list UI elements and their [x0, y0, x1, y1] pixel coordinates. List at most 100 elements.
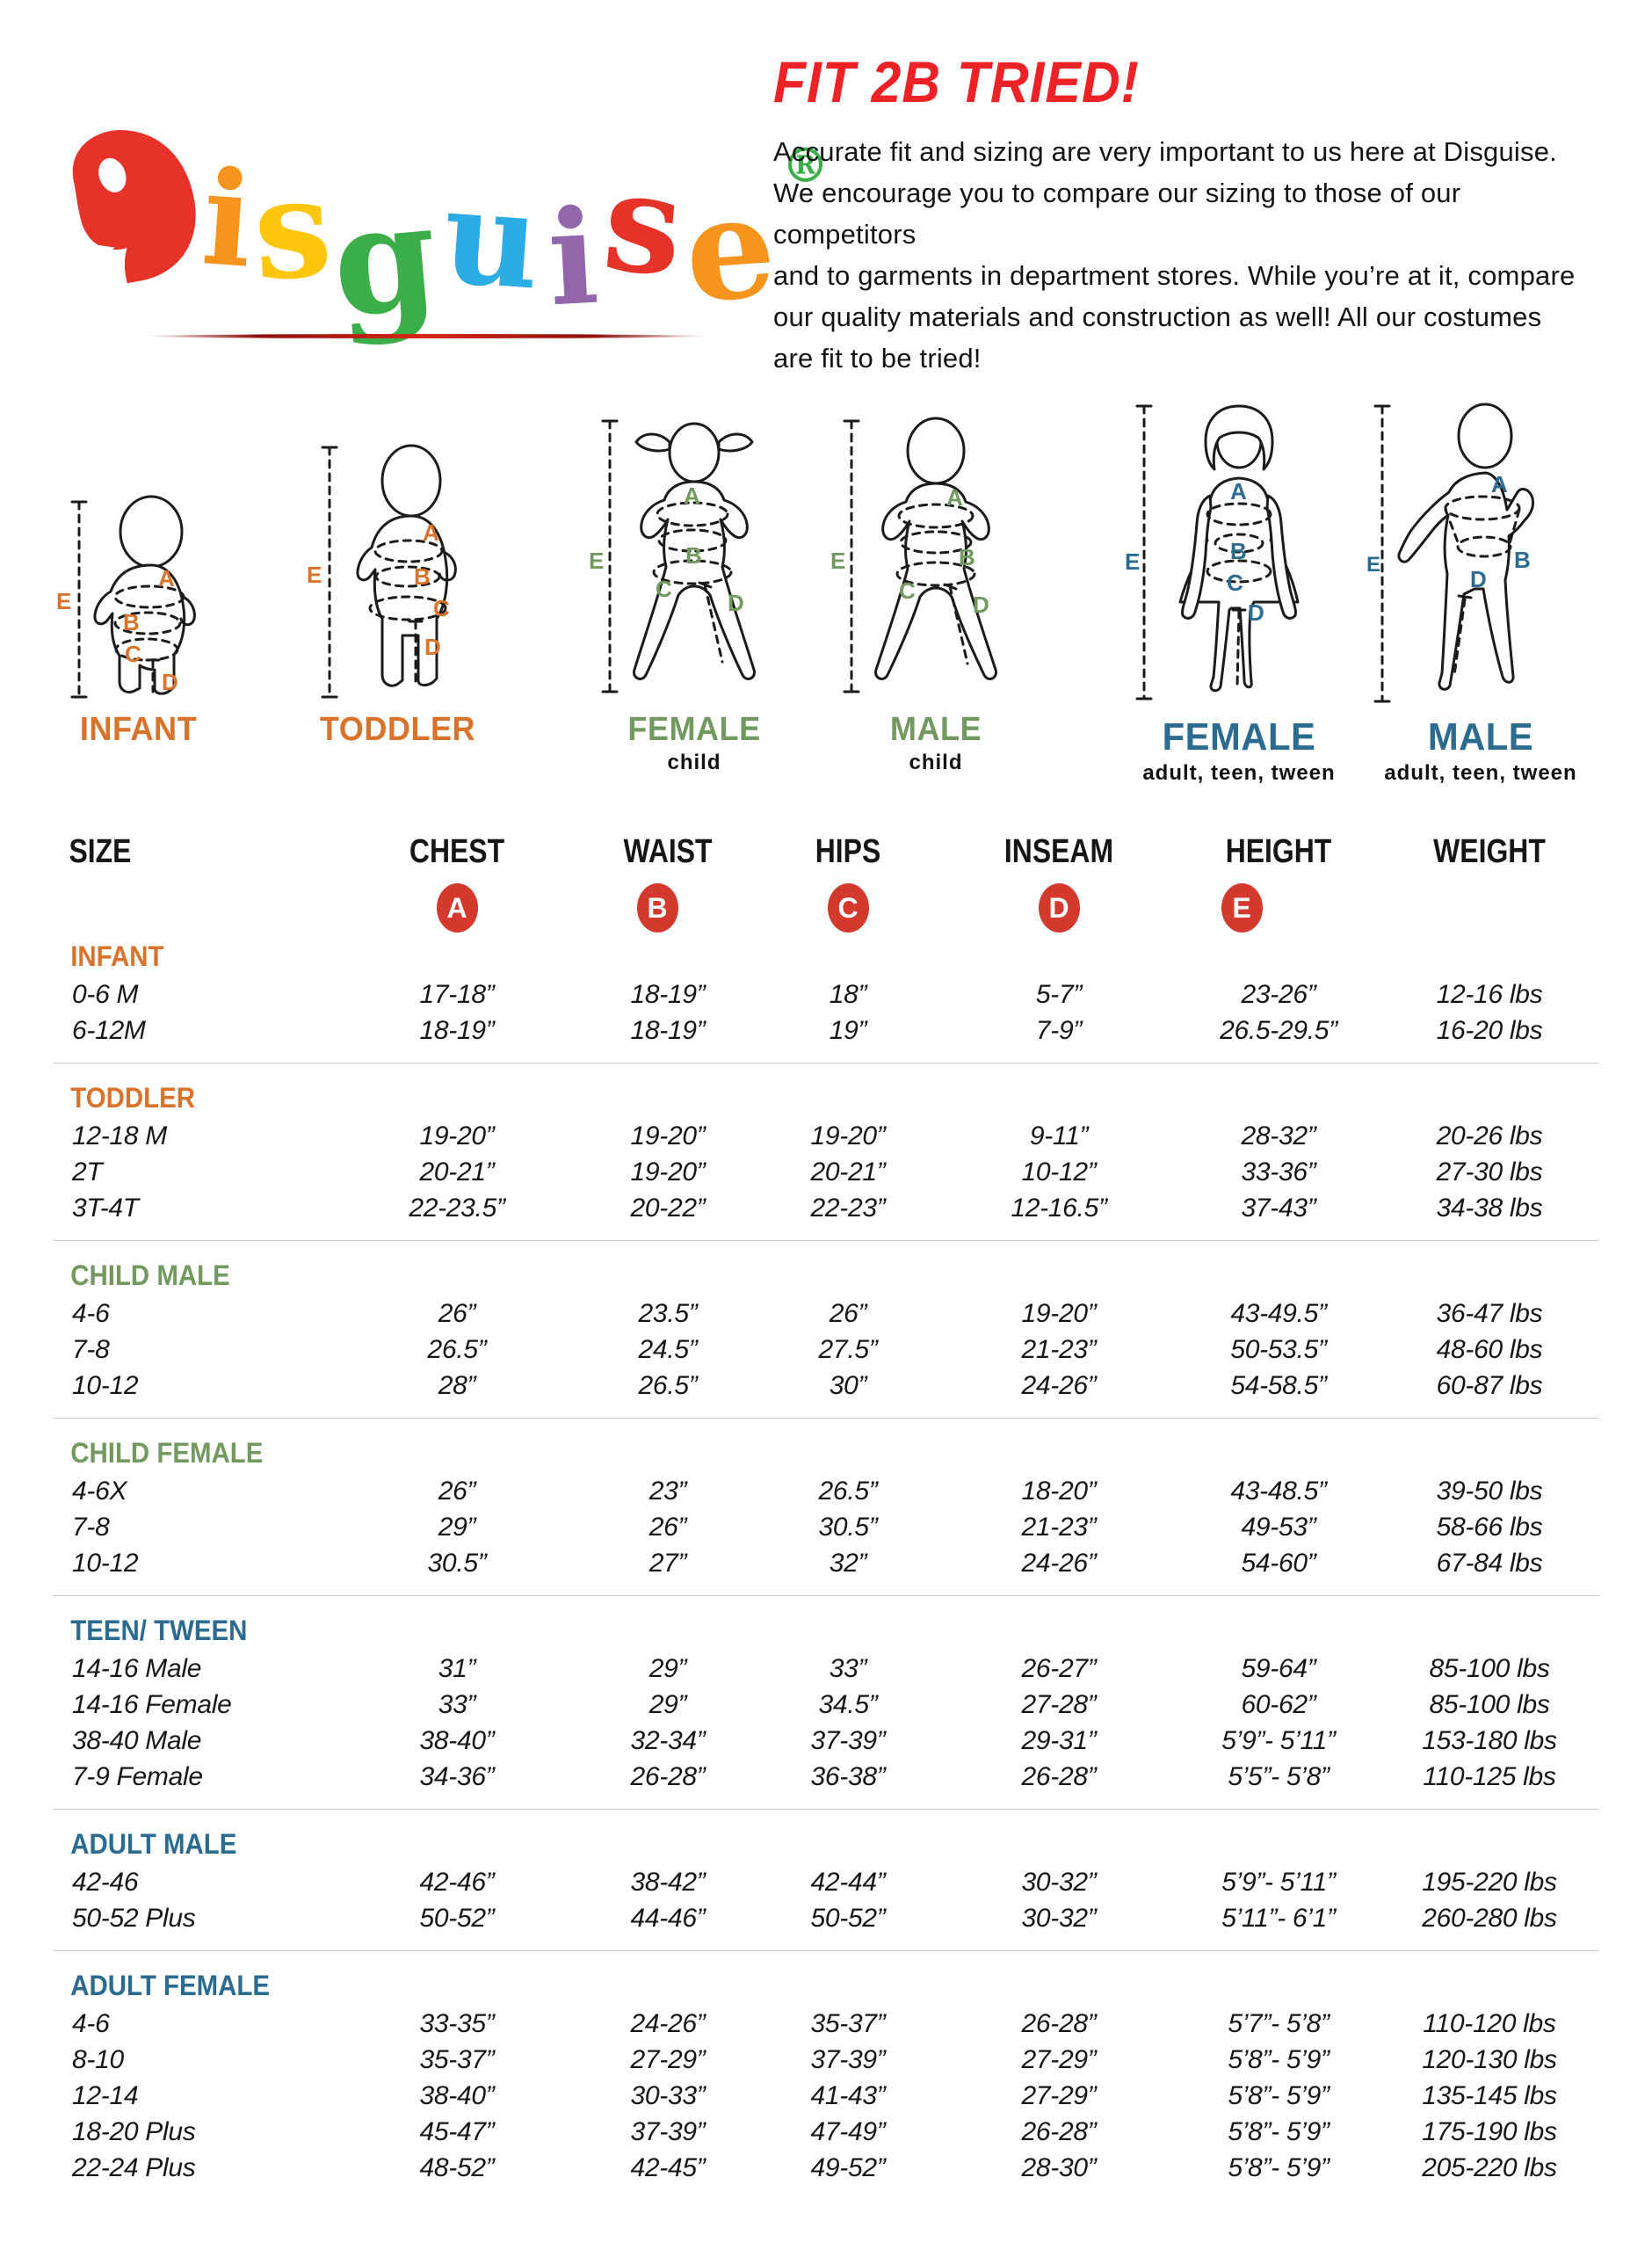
row-value: 29”	[648, 1654, 687, 1683]
row-value: 22-23”	[810, 1194, 886, 1223]
row-value: 34.5”	[818, 1690, 878, 1719]
row-value: 120-130 lbs	[1422, 2045, 1557, 2074]
row-value: 24-26”	[630, 2009, 706, 2038]
row-value: 195-220 lbs	[1422, 1868, 1557, 1897]
row-value: 30.5”	[427, 1549, 487, 1578]
figure-label: FEMALE	[627, 711, 761, 748]
row-value: 26-28”	[1021, 2009, 1097, 2038]
row-value: 36-47 lbs	[1436, 1299, 1543, 1328]
figure-sublabel: child	[667, 751, 721, 774]
measure-label-b: B	[414, 563, 431, 590]
column-header-weight: WEIGHT	[1433, 833, 1546, 870]
row-size-label: 0-6 M	[72, 980, 139, 1009]
table-row: 4-6 33-35” 24-26” 35-37” 26-28” 5’7”- 5’8” 110…	[53, 2006, 1599, 2042]
row-size-label: 14-16 Female	[72, 1690, 232, 1719]
column-header-height: HEIGHT	[1225, 833, 1332, 870]
row-value: 42-46”	[419, 1868, 495, 1897]
row-value: 60-62”	[1241, 1690, 1316, 1719]
figure-label: MALE	[889, 711, 982, 748]
figure-sublabel: adult, teen, tween	[1142, 761, 1336, 785]
measure-label-e: E	[1366, 553, 1380, 577]
row-value: 32-34”	[630, 1726, 706, 1755]
section-separator	[53, 1809, 1599, 1810]
row-value: 175-190 lbs	[1422, 2117, 1557, 2146]
table-row: 14-16 Male 31” 29” 33” 26-27” 59-64” 85-100 lb…	[53, 1651, 1599, 1687]
row-value: 37-43”	[1241, 1194, 1316, 1223]
measure-label-c: C	[899, 577, 916, 604]
figure-label: INFANT	[79, 711, 198, 748]
row-value: 26”	[438, 1299, 476, 1328]
measure-badges-row: A B C D E	[53, 883, 1599, 933]
row-value: 205-220 lbs	[1422, 2153, 1557, 2182]
row-value: 54-60”	[1241, 1549, 1316, 1578]
row-value: 49-52”	[810, 2153, 886, 2182]
row-value: 37-39”	[630, 2117, 706, 2146]
row-value: 33”	[438, 1690, 476, 1719]
intro-body: Accurate fit and sizing are very importa…	[773, 136, 1576, 374]
row-size-label: 4-6X	[72, 1477, 127, 1506]
row-value: 19-20”	[810, 1121, 886, 1150]
row-value: 38-42”	[630, 1868, 706, 1897]
row-value: 5’7”- 5’8”	[1228, 2009, 1330, 2038]
measure-label-b: B	[1514, 547, 1531, 573]
row-value: 35-37”	[810, 2009, 886, 2038]
row-value: 45-47”	[419, 2117, 495, 2146]
figure-female-child: E A B C D FEMALE child	[589, 409, 800, 775]
table-row: 22-24 Plus 48-52” 42-45” 49-52” 28-30” 5’8”- …	[53, 2150, 1599, 2186]
row-value: 42-45”	[630, 2153, 706, 2182]
column-header-chest: CHEST	[409, 833, 505, 870]
measure-label-e: E	[589, 548, 604, 574]
row-value: 34-38 lbs	[1436, 1194, 1543, 1223]
figure-toddler: E A B C D TODDLER	[303, 435, 492, 751]
female-adult-silhouette: E A B C D	[1125, 404, 1300, 700]
row-size-label: 3T-4T	[72, 1194, 139, 1223]
section-separator	[53, 1418, 1599, 1419]
measure-label-d: D	[1470, 566, 1487, 592]
table-row: 12-18 M 19-20” 19-20” 19-20” 9-11” 28-32” 20-2…	[53, 1118, 1599, 1154]
row-size-label: 6-12M	[72, 1016, 146, 1045]
measure-label-a: A	[158, 565, 175, 592]
row-value: 35-37”	[419, 2045, 495, 2074]
row-value: 26”	[648, 1513, 687, 1542]
row-value: 48-60 lbs	[1436, 1335, 1543, 1364]
row-value: 26-28”	[630, 1762, 706, 1791]
row-value: 19”	[829, 1016, 867, 1045]
figure-label: MALE	[1427, 715, 1534, 758]
section-heading: TODDLER	[70, 1082, 195, 1114]
measure-label-b: B	[1230, 538, 1247, 564]
badge-a: A	[436, 883, 478, 933]
row-value: 37-39”	[810, 2045, 886, 2074]
row-value: 30-32”	[1021, 1904, 1097, 1933]
row-value: 60-87 lbs	[1436, 1371, 1543, 1400]
measure-label-a: A	[423, 519, 439, 546]
figure-sublabel: adult, teen, tween	[1384, 761, 1577, 785]
row-value: 110-120 lbs	[1423, 2009, 1556, 2038]
measure-label-e: E	[307, 562, 322, 588]
measure-label-c: C	[433, 595, 450, 621]
row-value: 67-84 lbs	[1436, 1549, 1543, 1578]
row-size-label: 38-40 Male	[72, 1726, 202, 1755]
table-row: 7-9 Female 34-36” 26-28” 36-38” 26-28” 5’5”- …	[53, 1759, 1599, 1795]
row-value: 37-39”	[810, 1726, 886, 1755]
row-value: 26”	[438, 1477, 476, 1506]
row-value: 24.5”	[638, 1335, 698, 1364]
section-heading: CHILD MALE	[70, 1259, 230, 1291]
row-size-label: 10-12	[72, 1549, 139, 1578]
row-value: 18-20”	[1021, 1477, 1097, 1506]
section-heading: CHILD FEMALE	[70, 1437, 264, 1469]
logo-letter: i	[544, 179, 602, 336]
row-value: 33-35”	[419, 2009, 495, 2038]
logo-letter: i	[197, 141, 258, 297]
row-value: 10-12”	[1021, 1158, 1097, 1187]
badge-d: D	[1038, 883, 1080, 933]
row-value: 50-52”	[419, 1904, 495, 1933]
row-value: 20-21”	[419, 1158, 495, 1187]
logo-letter: e	[679, 163, 780, 335]
section-heading: TEEN/ TWEEN	[70, 1615, 248, 1646]
row-value: 85-100 lbs	[1429, 1690, 1550, 1719]
disguise-logo: i s g u i s e ®	[62, 69, 829, 351]
row-value: 28-30”	[1021, 2153, 1097, 2182]
row-value: 19-20”	[630, 1121, 706, 1150]
row-value: 19-20”	[419, 1121, 495, 1150]
